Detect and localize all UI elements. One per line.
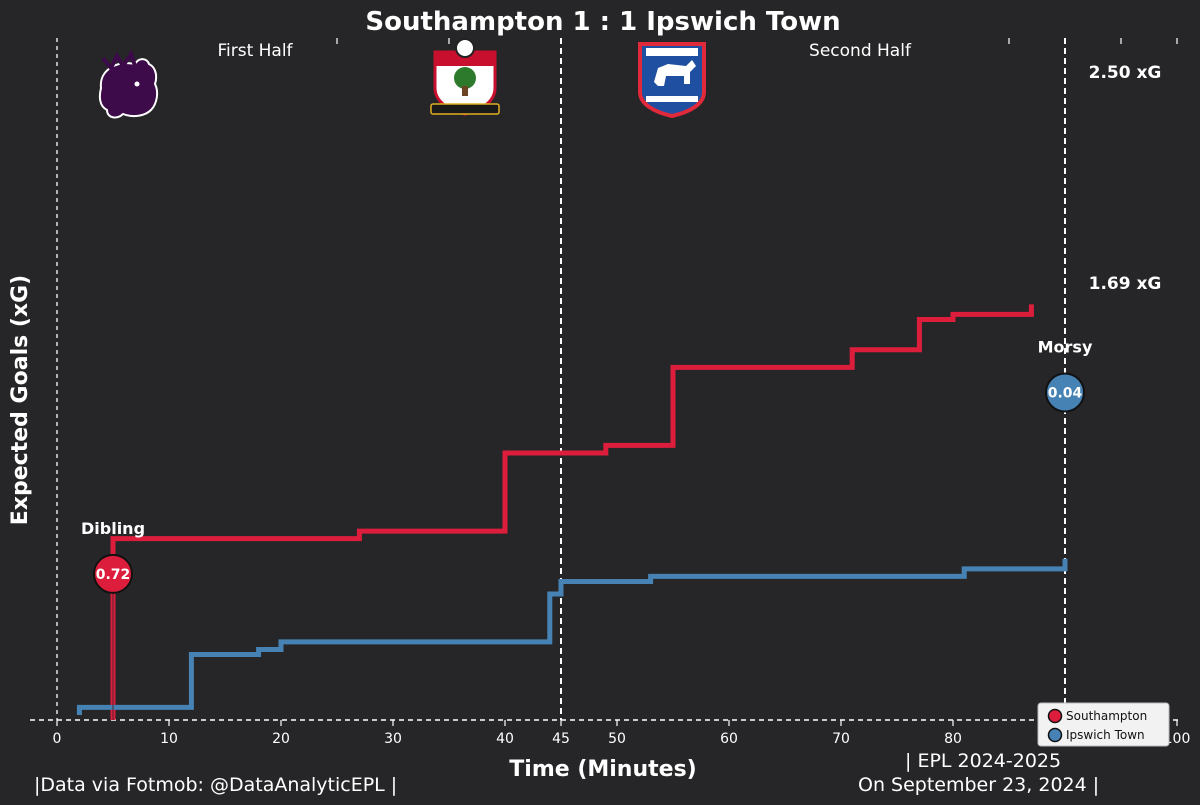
x-tick-label: 100: [1164, 731, 1191, 747]
goal-xg-label: 0.04: [1048, 386, 1083, 402]
goal-marker: [93, 553, 133, 594]
goal-xg-label: 0.72: [96, 567, 131, 583]
y-axis-label: Expected Goals (xG): [8, 275, 33, 525]
final-xg-label-southampton: 2.50 xG: [1089, 63, 1162, 83]
footer-competition: | EPL 2024-2025: [905, 750, 1061, 772]
final-xg-label-ipswich: 1.69 xG: [1089, 274, 1162, 294]
x-tick-label: 10: [160, 731, 178, 747]
legend-swatch: [1047, 727, 1063, 743]
x-tick-label: 45: [552, 731, 570, 747]
chart-title: Southampton 1 : 1 Ipswich Town: [365, 7, 840, 37]
legend-label: Ipswich Town: [1066, 728, 1145, 742]
legend-box: [1037, 702, 1170, 747]
x-tick-label: 0: [53, 731, 62, 747]
legend-label: Southampton: [1066, 709, 1147, 723]
series-line-ipswich-town: [76, 558, 1068, 715]
premier-league-logo: [98, 49, 159, 119]
ipswich-town-crest: [638, 42, 706, 119]
plot-area: 0102030404550607080901000.72Dibling0.04M…: [30, 38, 1190, 747]
x-tick-label: 30: [384, 731, 402, 747]
x-tick-label: 70: [832, 731, 850, 747]
southampton-crest: [430, 38, 500, 116]
x-axis-label: Time (Minutes): [509, 757, 696, 782]
series-line-southampton: [110, 304, 1034, 720]
footer-source: |Data via Fotmob: @DataAnalyticEPL |: [34, 774, 397, 796]
goal-marker: [1045, 372, 1085, 413]
goal-scorer-label: Morsy: [1038, 338, 1093, 357]
footer-date: On September 23, 2024 |: [858, 774, 1099, 796]
x-tick-label: 60: [720, 731, 738, 747]
legend-swatch: [1047, 708, 1063, 724]
period-label-second-half: Second Half: [809, 41, 912, 61]
x-tick-label: 20: [272, 731, 290, 747]
x-tick-label: 40: [496, 731, 514, 747]
goal-scorer-label: Dibling: [81, 519, 145, 538]
x-tick-label: 50: [608, 731, 626, 747]
x-tick-label: 80: [944, 731, 962, 747]
period-label-first-half: First Half: [217, 41, 293, 61]
